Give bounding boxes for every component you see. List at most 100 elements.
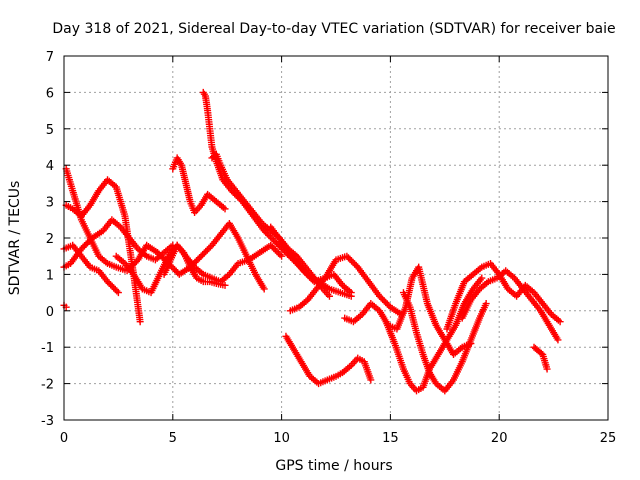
data-point <box>554 336 562 344</box>
x-tick-labels: 0 5 10 15 20 25 <box>60 431 616 446</box>
data-point <box>478 274 486 282</box>
series-arc-5 <box>62 165 268 293</box>
data-point <box>347 289 355 297</box>
x-tick-label: 15 <box>382 431 399 446</box>
data-marks <box>60 88 564 395</box>
data-point <box>158 253 166 261</box>
data-point <box>192 257 200 265</box>
data-point <box>114 289 122 297</box>
data-point <box>263 230 271 238</box>
series-arc-13 <box>286 270 355 315</box>
data-point <box>202 248 210 256</box>
data-point <box>203 246 211 254</box>
data-point <box>270 244 278 252</box>
y-tick-label: 5 <box>46 123 54 138</box>
data-point <box>344 254 352 262</box>
data-point <box>376 292 384 300</box>
y-tick-label: 7 <box>46 50 54 65</box>
y-tick-label: 4 <box>46 159 54 174</box>
series-arc-17 <box>443 259 564 333</box>
series-arc-15 <box>382 274 486 395</box>
y-axis-label: SDTVAR / TECUs <box>7 181 23 296</box>
data-point <box>154 249 162 257</box>
data-point <box>278 252 286 260</box>
series-arc-16 <box>399 289 490 395</box>
data-point <box>271 246 279 254</box>
data-point <box>351 260 359 268</box>
data-point <box>194 255 202 263</box>
series-arc-2 <box>60 216 177 271</box>
y-tick-label: 2 <box>46 232 54 247</box>
data-point <box>556 318 564 326</box>
data-point <box>169 264 177 272</box>
series-arc-14 <box>341 263 475 358</box>
y-tick-label: -3 <box>41 414 54 429</box>
data-point <box>367 376 375 384</box>
data-point <box>129 261 137 269</box>
data-point <box>200 249 208 257</box>
data-point <box>131 259 139 267</box>
x-tick-label: 5 <box>169 431 177 446</box>
data-point <box>105 279 113 287</box>
data-point <box>136 318 144 326</box>
data-point <box>205 244 213 252</box>
data-point <box>274 241 282 249</box>
data-point <box>271 238 279 246</box>
data-point <box>79 243 87 251</box>
data-point <box>383 300 391 308</box>
data-point <box>196 254 204 262</box>
chart-title: Day 318 of 2021, Sidereal Day-to-day VTE… <box>52 21 615 37</box>
data-point <box>155 250 163 258</box>
data-point <box>265 231 273 239</box>
y-tick-label: -2 <box>41 378 54 393</box>
y-tick-label: 3 <box>46 196 54 211</box>
y-tick-label: 1 <box>46 268 54 283</box>
data-point <box>380 297 388 305</box>
data-point <box>302 270 310 278</box>
data-point <box>268 243 276 251</box>
series-arc-8 <box>169 154 229 217</box>
data-point <box>171 266 179 274</box>
series-arc-4 <box>60 241 122 297</box>
data-point <box>197 252 205 260</box>
data-point <box>276 251 284 259</box>
series-arc-12 <box>282 332 375 388</box>
data-point <box>172 267 180 275</box>
series-arc-7 <box>160 241 229 289</box>
data-point <box>267 241 275 249</box>
data-point <box>377 294 385 302</box>
data-point <box>348 257 356 265</box>
data-point <box>274 249 282 257</box>
data-point <box>273 248 281 256</box>
x-tick-label: 10 <box>273 431 290 446</box>
data-point <box>104 278 112 286</box>
data-point <box>273 239 281 247</box>
data-point <box>304 271 312 279</box>
data-point <box>82 240 90 248</box>
series-arc-1 <box>60 301 70 311</box>
y-tick-label: 6 <box>46 86 54 101</box>
data-point <box>81 242 89 250</box>
series-arc-19 <box>530 343 551 373</box>
data-point <box>306 273 314 281</box>
data-point <box>108 282 116 290</box>
x-axis-label: GPS time / hours <box>275 458 392 474</box>
x-tick-label: 0 <box>60 431 68 446</box>
data-point <box>382 298 390 306</box>
data-point <box>221 281 229 289</box>
series-arc-11 <box>267 223 405 318</box>
data-point <box>260 285 268 293</box>
data-point <box>266 233 274 241</box>
data-point <box>299 267 307 275</box>
data-point <box>221 205 229 213</box>
series-arc-3 <box>62 176 144 326</box>
data-point <box>113 287 121 295</box>
data-point <box>107 281 115 289</box>
x-tick-label: 25 <box>600 431 617 446</box>
data-point <box>379 295 387 303</box>
data-point <box>307 275 315 283</box>
series-arc-18 <box>458 267 562 344</box>
data-point <box>157 252 165 260</box>
data-point <box>343 252 351 260</box>
data-point <box>268 235 276 243</box>
